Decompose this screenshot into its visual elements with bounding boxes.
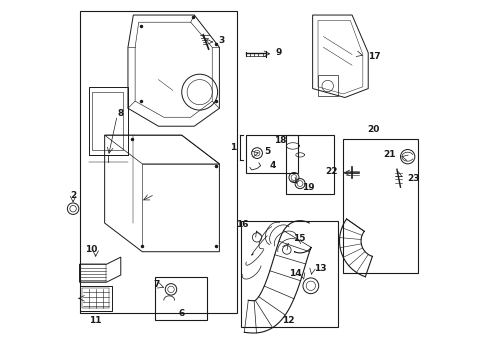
- Text: 20: 20: [366, 125, 379, 134]
- Text: 12: 12: [282, 316, 294, 325]
- Bar: [285, 135, 333, 194]
- Text: 16: 16: [236, 220, 248, 229]
- Text: 19: 19: [301, 183, 314, 192]
- Text: 4: 4: [269, 161, 276, 170]
- Text: 23: 23: [407, 174, 419, 183]
- Text: 1: 1: [229, 143, 236, 152]
- Bar: [317, 75, 337, 96]
- Text: 8: 8: [118, 109, 123, 118]
- Text: 3: 3: [218, 36, 224, 45]
- Text: 14: 14: [288, 269, 301, 278]
- Text: 11: 11: [89, 316, 102, 325]
- Text: 21: 21: [383, 150, 395, 159]
- Text: 5: 5: [264, 147, 270, 156]
- Text: 2: 2: [70, 191, 76, 200]
- Text: 7: 7: [153, 280, 159, 289]
- Text: 17: 17: [367, 52, 380, 61]
- Bar: [246, 135, 298, 173]
- Bar: [80, 12, 237, 313]
- Text: 10: 10: [84, 244, 97, 253]
- Bar: [241, 221, 337, 327]
- Text: 18: 18: [273, 136, 286, 145]
- Text: 15: 15: [293, 234, 305, 243]
- Text: 13: 13: [314, 265, 326, 274]
- Text: 6: 6: [178, 309, 184, 318]
- Bar: [343, 139, 418, 273]
- Bar: [155, 277, 206, 320]
- Text: 9: 9: [275, 48, 282, 57]
- Text: 22: 22: [325, 167, 337, 176]
